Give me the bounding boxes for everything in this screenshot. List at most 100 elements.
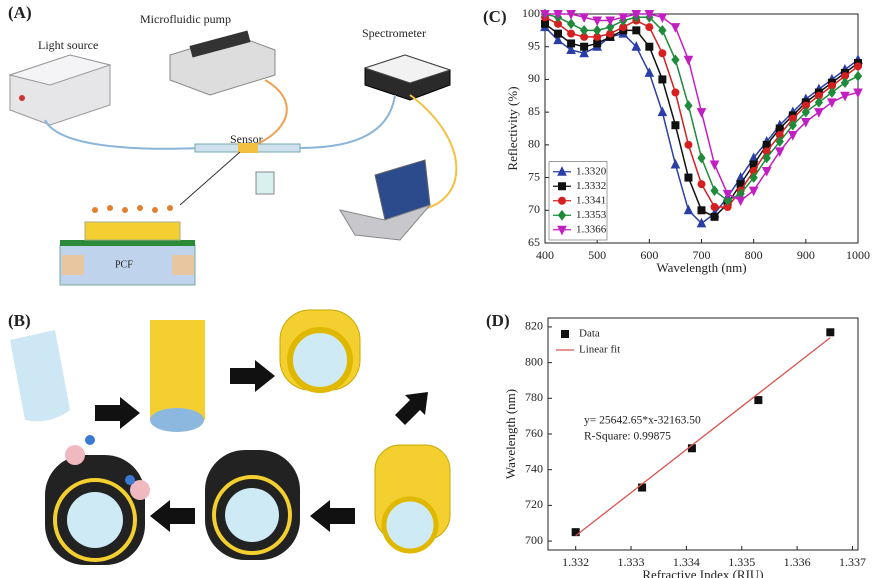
marker: [684, 206, 692, 214]
marker: [568, 30, 575, 37]
marker: [684, 56, 692, 64]
au-film: [60, 240, 195, 246]
x-axis-label: Wavelength (nm): [656, 260, 746, 275]
fiber-core: [290, 330, 350, 390]
marker: [815, 109, 823, 117]
legend-label: 1.3320: [576, 165, 607, 177]
x-tick-label: 1000: [846, 248, 870, 262]
fiber: [45, 120, 200, 149]
y-tick-label: 75: [528, 169, 540, 183]
label: PCF: [115, 259, 133, 270]
marker: [828, 99, 836, 107]
marker: [581, 26, 588, 35]
legend-marker: [559, 183, 566, 190]
marker: [855, 72, 862, 81]
annotation: R-Square: 0.99875: [584, 431, 671, 443]
x-tick-label: 1.336: [784, 555, 811, 569]
beaker: [256, 172, 274, 194]
panel-label: (B): [8, 311, 31, 330]
marker: [555, 30, 562, 37]
antigen: [85, 435, 95, 445]
fiber-core: [384, 499, 436, 551]
y-tick-label: 65: [528, 235, 540, 249]
panel-a-illustration: (A) Light source Microfluidic pump Spect…: [8, 3, 456, 285]
marker: [711, 186, 718, 195]
marker: [828, 88, 835, 97]
gold-coated-fiber: [150, 320, 205, 420]
marker: [594, 26, 601, 35]
y-axis-label: Reflectivity (%): [505, 86, 520, 170]
y-tick-label: 820: [525, 319, 543, 333]
marker: [658, 14, 666, 22]
marker: [685, 101, 692, 110]
marker: [698, 207, 705, 214]
marker: [645, 68, 653, 76]
marker: [711, 213, 718, 220]
y-tick-label: 780: [525, 390, 543, 404]
pointer: [180, 152, 240, 205]
y-axis-label: Wavelength (nm): [503, 389, 518, 479]
marker: [711, 204, 718, 211]
arrow: [230, 360, 275, 392]
x-tick-label: 800: [745, 248, 763, 262]
legend-label: 1.3341: [576, 194, 606, 206]
marker: [672, 55, 679, 64]
x-tick-label: 1.337: [839, 555, 866, 569]
knob: [19, 95, 25, 101]
marker: [594, 40, 601, 47]
marker: [711, 161, 719, 169]
marker: [671, 160, 679, 168]
marker: [855, 63, 862, 70]
adhesive: [172, 255, 194, 275]
x-axis-label: Refractive Index (RIU): [642, 567, 763, 578]
arrow: [95, 397, 140, 429]
marker: [672, 89, 679, 96]
marker: [568, 40, 575, 47]
legend-label: 1.3366: [576, 223, 607, 235]
y-tick-label: 720: [525, 497, 543, 511]
panel-label: (C): [483, 7, 507, 26]
fiber-end: [150, 408, 204, 432]
legend-label: Data: [579, 328, 600, 340]
adhesive: [62, 255, 84, 275]
y-tick-label: 70: [528, 202, 540, 216]
marker: [755, 397, 762, 404]
marker: [633, 27, 640, 34]
x-tick-label: 400: [536, 248, 554, 262]
marker: [698, 181, 705, 188]
y-tick-label: 700: [525, 533, 543, 547]
marker: [841, 78, 848, 87]
marker: [568, 19, 575, 28]
antibodies: [92, 205, 173, 213]
arrow: [310, 500, 355, 532]
legend-marker: [562, 331, 569, 338]
x-tick-label: 1.333: [618, 555, 645, 569]
y-tick-label: 80: [528, 137, 540, 151]
x-tick-label: 900: [797, 248, 815, 262]
arrow: [150, 500, 195, 532]
y-tick-label: 85: [528, 104, 540, 118]
figure: (A) Light source Microfluidic pump Spect…: [0, 0, 879, 578]
protein: [65, 445, 85, 465]
y-tick-label: 800: [525, 354, 543, 368]
marker: [815, 98, 822, 107]
panel-b-illustration: (B): [8, 310, 450, 565]
label: Spectrometer: [362, 26, 426, 40]
marker: [698, 109, 706, 117]
marker: [698, 153, 705, 162]
legend-marker: [559, 197, 566, 204]
gold-nanorods: [85, 222, 180, 240]
marker: [646, 24, 653, 31]
marker: [750, 187, 758, 195]
panel-label: (A): [8, 3, 32, 22]
marker: [685, 141, 692, 148]
marker: [685, 174, 692, 181]
marker: [671, 24, 679, 32]
fiber-core: [225, 488, 279, 542]
marker: [659, 76, 666, 83]
x-tick-label: 1.332: [562, 555, 589, 569]
legend-label: 1.3353: [576, 209, 607, 221]
y-tick-label: 760: [525, 426, 543, 440]
marker: [639, 484, 646, 491]
y-tick-label: 740: [525, 461, 543, 475]
